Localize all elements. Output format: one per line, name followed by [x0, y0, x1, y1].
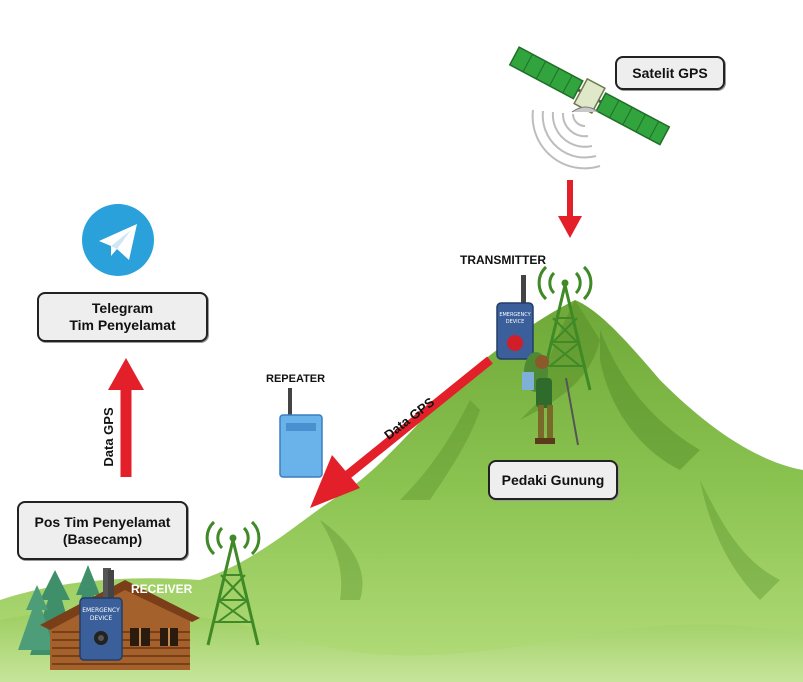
satellite-label: Satelit GPS [632, 64, 708, 81]
telegram-label-line1: Telegram [91, 300, 154, 316]
receiver-device: EMERGENCY DEVICE [79, 570, 123, 661]
satellite-icon [508, 46, 671, 170]
receiver-tower-icon [205, 520, 261, 646]
hiker-label: Pedaki Gunung [501, 471, 605, 488]
transmitter-device-text-1: EMERGENCY [499, 312, 531, 318]
transmitter-device-text-2: DEVICE [506, 319, 525, 325]
telegram-label-line2: Tim Penyelamat [69, 317, 176, 333]
basecamp-label-line2: (Basecamp) [62, 530, 143, 547]
data-gps-label-vertical: Data GPS [101, 407, 116, 467]
transmitter-device: EMERGENCY DEVICE [496, 275, 534, 360]
receiver-label: RECEIVER [131, 582, 193, 596]
arrow-satellite-to-transmitter [558, 180, 582, 238]
mountain-landscape [0, 300, 803, 682]
telegram-label-box: Telegram Tim Penyelamat [37, 292, 208, 342]
repeater-device [279, 388, 323, 478]
telegram-icon [82, 204, 154, 276]
satellite-label-box: Satelit GPS [615, 56, 725, 90]
hiker-icon [522, 352, 579, 446]
basecamp-label-line1: Pos Tim Penyelamat [34, 513, 171, 530]
transmitter-tower-icon [537, 265, 593, 391]
receiver-device-text-2: DEVICE [90, 615, 112, 622]
receiver-device-text-1: EMERGENCY [82, 607, 120, 614]
repeater-label: REPEATER [266, 373, 325, 385]
arrow-basecamp-to-telegram [108, 358, 144, 477]
transmitter-label: TRANSMITTER [460, 253, 546, 267]
hiker-label-box: Pedaki Gunung [488, 460, 618, 500]
basecamp-label-box: Pos Tim Penyelamat (Basecamp) [17, 501, 188, 560]
arrow-transmitter-to-repeater [310, 356, 493, 508]
